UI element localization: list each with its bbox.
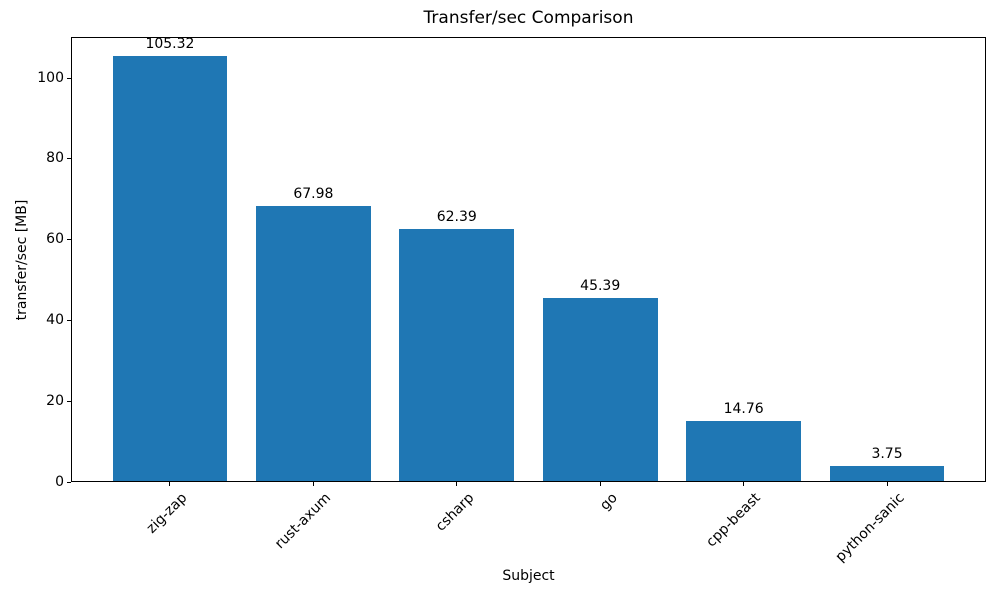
y-axis-tick	[67, 158, 71, 160]
y-axis-tick-label: 80	[46, 150, 64, 167]
bar-value-label: 14.76	[723, 401, 764, 418]
y-axis-tick	[67, 239, 71, 241]
y-axis-tick	[67, 481, 71, 483]
bar-value-label: 62.39	[436, 209, 477, 226]
bar-value-label: 67.98	[293, 186, 334, 203]
x-axis-tick	[599, 482, 601, 486]
y-axis-tick-label: 40	[46, 311, 64, 328]
bar-value-label: 45.39	[580, 277, 621, 294]
x-axis-tick-label: go	[596, 490, 621, 514]
x-axis-tick	[886, 482, 888, 486]
y-axis-tick	[67, 77, 71, 79]
y-axis-tick-label: 100	[37, 69, 64, 86]
y-axis-tick-label: 60	[46, 231, 64, 248]
x-axis-tick-label: zig-zap	[143, 490, 191, 537]
x-axis-tick-label: csharp	[432, 490, 478, 535]
y-axis-tick-label: 0	[55, 473, 64, 490]
x-axis-tick	[169, 482, 171, 486]
bar	[112, 55, 228, 481]
x-axis-tick-label: python-sanic	[832, 490, 908, 566]
y-axis-tick	[67, 400, 71, 402]
bar	[256, 206, 371, 481]
bar-value-label: 3.75	[871, 445, 903, 462]
bar	[542, 297, 658, 481]
x-axis-tick	[743, 482, 745, 486]
bar-value-label: 105.32	[145, 35, 195, 52]
y-axis-tick-label: 20	[46, 392, 64, 409]
y-axis-tick	[67, 319, 71, 321]
x-axis-tick	[312, 482, 314, 486]
bar	[829, 465, 945, 481]
x-axis-tick-label: cpp-beast	[703, 490, 764, 551]
x-axis-label: Subject	[502, 568, 555, 584]
chart-title: Transfer/sec Comparison	[423, 8, 634, 28]
bar	[399, 229, 515, 481]
x-axis-tick	[456, 482, 458, 486]
x-axis-tick-label: rust-axum	[271, 490, 334, 553]
bar	[686, 421, 801, 481]
